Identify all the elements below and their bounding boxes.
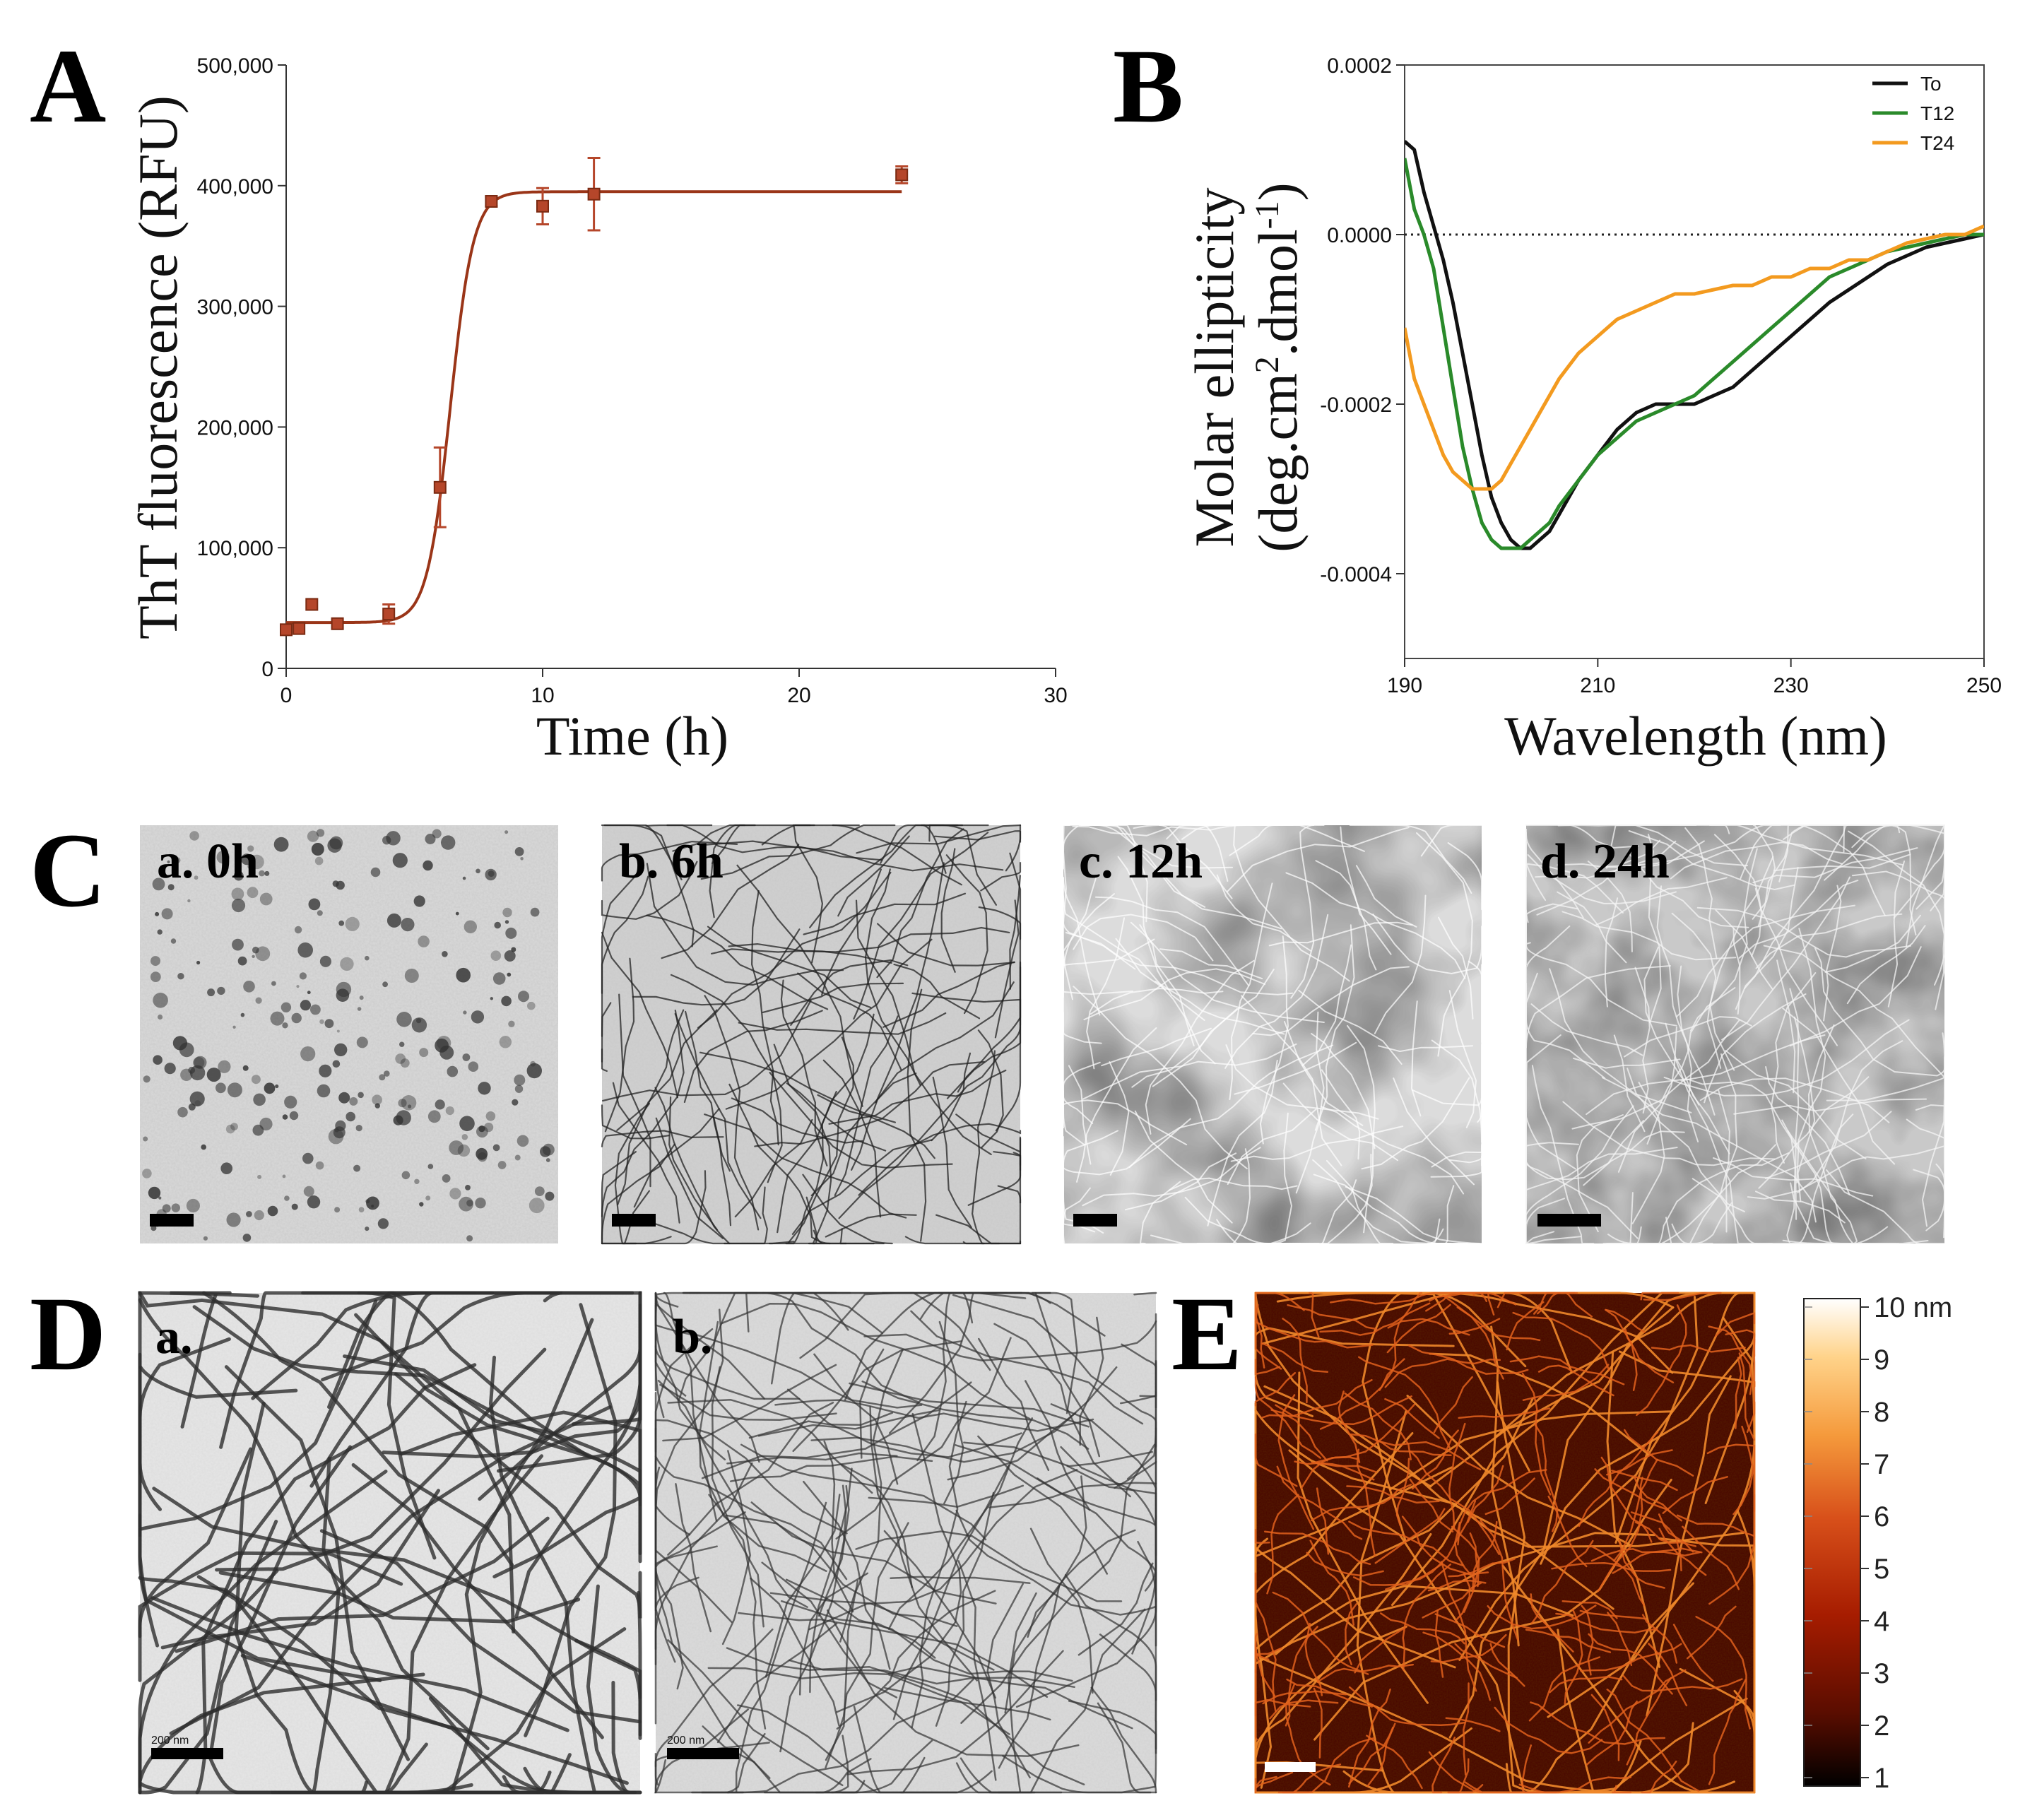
chart-a-point	[280, 623, 293, 637]
chart-b-y-tick-label: 0.0002	[1327, 54, 1392, 78]
afm-image	[1254, 1292, 1756, 1794]
chart-b-legend-label: T12	[1920, 102, 1954, 124]
chart-a-y-tick-label: 400,000	[197, 175, 273, 199]
chart-a-point	[382, 608, 396, 621]
colorbar-tick-label: 3	[1874, 1658, 1889, 1689]
chart-a-y-tick-label: 100,000	[197, 537, 273, 560]
chart-b-x-tick-label: 250	[1966, 674, 2002, 697]
colorbar-tick-label: 5	[1874, 1554, 1889, 1585]
scale-bar	[150, 1214, 194, 1227]
scale-bar	[151, 1748, 223, 1759]
scale-bar	[667, 1748, 739, 1759]
chart-b-legend: To T12 T24	[1872, 73, 1954, 154]
chart-a-y-tick-label: 200,000	[197, 416, 273, 439]
chart-a-x-tick-label: 30	[1044, 684, 1067, 707]
scale-bar	[612, 1214, 656, 1227]
chart-b-y-tick-label: -0.0002	[1320, 394, 1392, 417]
chart-a-y-title: ThT fluorescence (RFU)	[127, 95, 189, 639]
micrograph-c-b: b. 6h	[601, 824, 1022, 1245]
scale-bar	[1265, 1762, 1316, 1772]
chart-a-point	[331, 617, 344, 630]
chart-a-y-tick-label: 300,000	[197, 296, 273, 319]
chart-b-x-tick-label: 190	[1387, 674, 1422, 697]
chart-a-point	[536, 199, 549, 213]
micrograph-d-a-label: a.	[155, 1310, 193, 1364]
chart-a-fit-curve	[286, 190, 902, 625]
panel-letter-b: B	[1113, 28, 1183, 145]
micrograph-c-d: d. 24h	[1525, 824, 1946, 1244]
afm-colorbar: 10 nm 9 8 7 6 5 4 3 2 1	[1803, 1292, 1952, 1794]
chart-a-ticks: 0 10 20 30 0 100,000 200,000 300,000 400,000 500,…	[197, 54, 1068, 707]
chart-a-points	[280, 157, 909, 637]
scale-bar	[1537, 1214, 1601, 1227]
scale-bar	[1073, 1214, 1117, 1227]
chart-a-x-tick-label: 10	[531, 684, 554, 707]
scale-bar-text: 200 nm	[667, 1735, 704, 1747]
chart-a-point	[293, 622, 306, 635]
panel-letter-a: A	[30, 28, 106, 145]
colorbar-tick-label: 4	[1874, 1606, 1889, 1637]
chart-b-x-tick-label: 210	[1580, 674, 1615, 697]
micrograph-d-b: 200 nm b.	[654, 1292, 1157, 1794]
chart-b-ticks: 190 210 230 250 -0.0004 -0.0002 0.0000 0.0002	[1320, 54, 2002, 697]
panel-letter-d: D	[30, 1275, 106, 1393]
chart-b-y-tick-label: -0.0004	[1320, 563, 1392, 586]
colorbar-tick-label: 10 nm	[1874, 1292, 1952, 1323]
micrograph-d-b-label: b.	[673, 1310, 712, 1364]
chart-b-legend-label: To	[1920, 73, 1942, 95]
chart-b-y-tick-label: 0.0000	[1327, 224, 1392, 247]
colorbar-tick-label: 9	[1874, 1345, 1889, 1376]
chart-a-y-tick-label: 500,000	[197, 54, 273, 78]
scale-bar-text: 200 nm	[151, 1735, 189, 1747]
colorbar-tick-label: 1	[1874, 1763, 1889, 1794]
micrograph-d-a: 200 nm a.	[138, 1291, 642, 1795]
chart-a-y-tick-label: 0	[261, 658, 273, 681]
panel-letter-c: C	[30, 812, 106, 929]
colorbar-tick-label: 7	[1874, 1449, 1889, 1480]
colorbar-gradient	[1803, 1298, 1861, 1787]
micrograph-c-c: c. 12h	[1062, 825, 1482, 1244]
micrograph-c-a-label: a. 0h	[157, 834, 259, 889]
micrograph-c-b-label: b. 6h	[619, 834, 724, 889]
chart-b-y-title-line2: (deg.cm2.dmol-1)	[1247, 182, 1309, 552]
chart-a-point	[485, 195, 498, 208]
colorbar-tick-label: 2	[1874, 1710, 1889, 1742]
micrograph-c-c-label: c. 12h	[1079, 834, 1203, 889]
chart-a-point	[433, 480, 447, 494]
chart-a-point	[305, 598, 319, 611]
colorbar-tick-label: 6	[1874, 1501, 1889, 1532]
chart-a-x-tick-label: 0	[281, 684, 293, 707]
cd-spectrum-chart: 190 210 230 250 -0.0004 -0.0002 0.0000 0.0002 T…	[1183, 54, 2002, 767]
micrograph-c-d-label: d. 24h	[1540, 834, 1670, 889]
chart-b-series-line-t12	[1405, 158, 1984, 550]
chart-b-x-tick-label: 230	[1773, 674, 1809, 697]
chart-b-series	[1405, 140, 1984, 550]
chart-a-point	[895, 168, 909, 182]
chart-b-series-line-to	[1405, 140, 1984, 550]
chart-b-y-title-line1: Molar ellipticity	[1183, 187, 1245, 547]
micrograph-c-a: a. 0h	[140, 825, 558, 1243]
chart-a-x-title: Time (h)	[536, 705, 728, 767]
tht-kinetics-chart: 0 10 20 30 0 100,000 200,000 300,000 400,000 500,…	[127, 54, 1068, 767]
panel-letter-e: E	[1171, 1275, 1242, 1393]
colorbar-tick-label: 8	[1874, 1397, 1889, 1428]
chart-b-legend-label: T24	[1920, 132, 1954, 154]
chart-b-x-title: Wavelength (nm)	[1504, 705, 1887, 767]
chart-a-axes	[285, 65, 1056, 669]
chart-a-x-tick-label: 20	[787, 684, 810, 707]
chart-b-series-line-t24	[1405, 224, 1984, 491]
chart-b-frame	[1404, 64, 1985, 659]
chart-a-point	[587, 187, 601, 201]
chart-a-fit-line	[286, 190, 902, 625]
